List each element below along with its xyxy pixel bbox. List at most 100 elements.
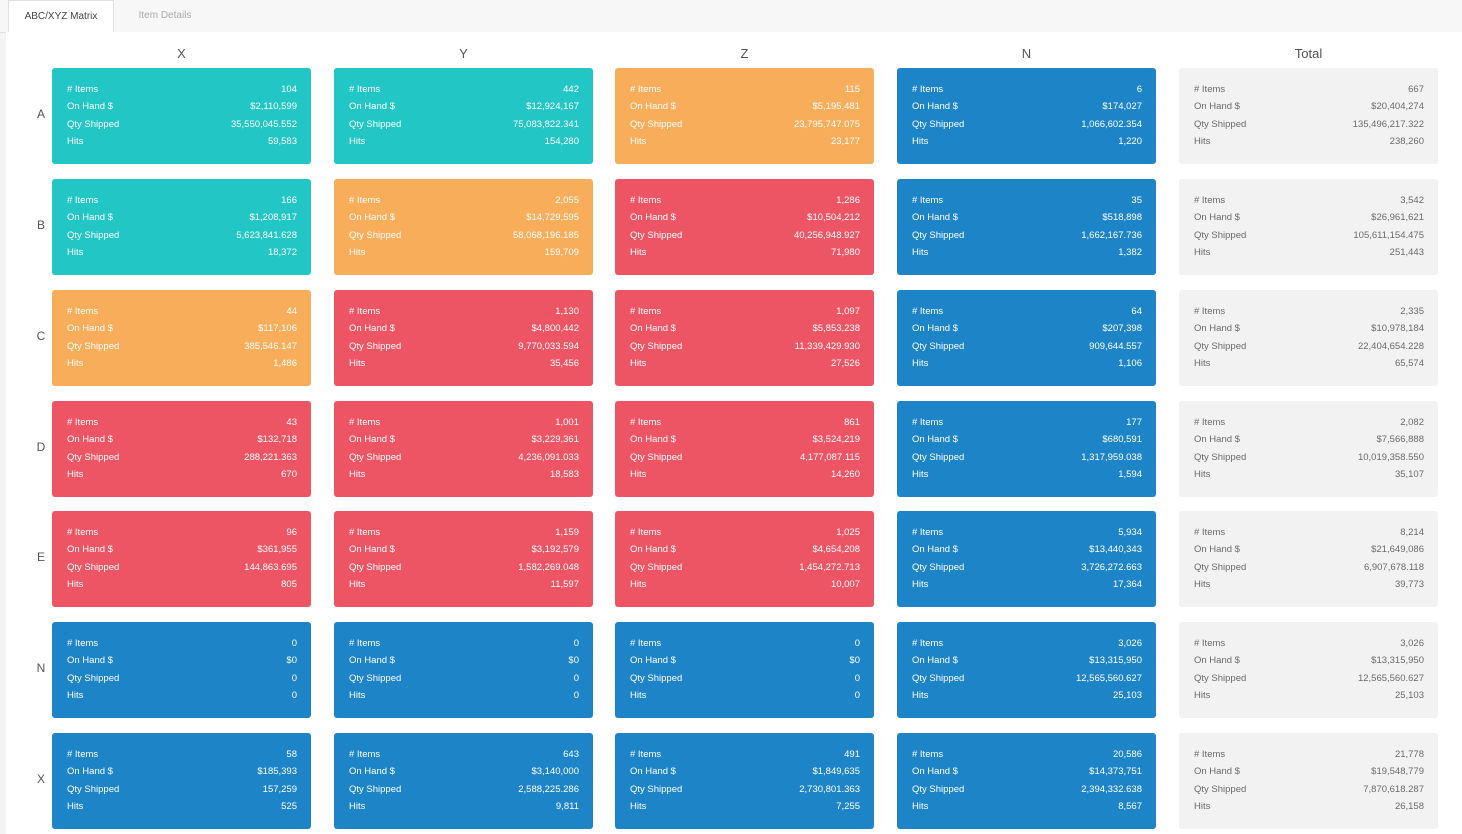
metric-value: 1,025 [836,527,860,538]
metric-row-items: # Items 0 [67,635,297,652]
tab-item-details[interactable]: Item Details [138,10,192,21]
metric-value: 8,214 [1400,527,1424,538]
matrix-cell-n-x[interactable]: # Items 0 On Hand $ $0 Qty Shipped 0 Hits 0 [52,622,311,718]
matrix-cell-d-z[interactable]: # Items 861 On Hand $ $3,524,219 Qty Shipped… [615,401,874,497]
matrix-cell-d-x[interactable]: # Items 43 On Hand $ $132,718 Qty Shipped 288… [52,401,311,497]
metric-row-on-hand: On Hand $ $7,566,888 [1194,431,1424,448]
matrix-cell-a-x[interactable]: # Items 104 On Hand $ $2,110,599 Qty Shipped… [52,68,311,164]
metric-row-hits: Hits 1,220 [912,133,1142,150]
matrix-cell-a-n[interactable]: # Items 6 On Hand $ $174,027 Qty Shipped 1,06… [897,68,1156,164]
metric-value: 43 [286,417,297,428]
metric-row-items: # Items 491 [630,746,860,763]
metric-value: 909,644.557 [1089,340,1142,352]
matrix-cell-x-z[interactable]: # Items 491 On Hand $ $1,849,635 Qty Shipped… [615,733,874,829]
metric-row-on-hand: On Hand $ $4,800,442 [349,320,579,337]
matrix-cell-a-total[interactable]: # Items 667 On Hand $ $20,404,274 Qty Shippe… [1179,68,1438,164]
metric-label: # Items [349,417,381,428]
metric-row-on-hand: On Hand $ $13,315,950 [1194,652,1424,669]
metric-label: On Hand $ [349,655,395,667]
matrix-cell-d-y[interactable]: # Items 1,001 On Hand $ $3,229,361 Qty Shipp… [334,401,593,497]
matrix-cell-e-y[interactable]: # Items 1,159 On Hand $ $3,192,579 Qty Shipp… [334,511,593,607]
matrix-cell-x-y[interactable]: # Items 643 On Hand $ $3,140,000 Qty Shipped… [334,733,593,829]
metric-value: 26,158 [1394,801,1424,813]
metric-value: 115 [844,84,860,95]
matrix-cell-b-total[interactable]: # Items 3,542 On Hand $ $26,961,621 Qty Ship… [1179,179,1438,275]
metric-row-on-hand: On Hand $ $5,853,238 [630,320,860,337]
metric-row-items: # Items 43 [67,414,297,431]
matrix-cell-b-x[interactable]: # Items 166 On Hand $ $1,208,917 Qty Shipped… [52,179,311,275]
matrix-cell-c-n[interactable]: # Items 64 On Hand $ $207,398 Qty Shipped 909… [897,290,1156,386]
metric-value: 442 [563,84,579,95]
matrix-cell-e-total[interactable]: # Items 8,214 On Hand $ $21,649,086 Qty Ship… [1179,511,1438,607]
matrix-cell-c-y[interactable]: # Items 1,130 On Hand $ $4,800,442 Qty Shipp… [334,290,593,386]
matrix-cell-a-z[interactable]: # Items 115 On Hand $ $5,195,481 Qty Shipped… [615,68,874,164]
metric-value: 3,026 [1118,638,1142,649]
matrix-cell-n-n[interactable]: # Items 3,026 On Hand $ $13,315,950 Qty Ship… [897,622,1156,718]
metric-row-hits: Hits 7,255 [630,798,860,815]
metric-label: Qty Shipped [630,118,683,130]
metric-label: Qty Shipped [912,783,965,795]
metric-label: Hits [349,801,366,813]
tab-bar: ABC/XYZ Matrix Item Details [0,0,1462,33]
metric-value: 166 [281,195,297,206]
metric-value: $3,140,000 [531,766,579,778]
metric-value: 1,220 [1118,136,1142,148]
tab-abc-xyz-matrix[interactable]: ABC/XYZ Matrix [8,0,114,33]
matrix-cell-b-n[interactable]: # Items 35 On Hand $ $518,898 Qty Shipped 1,6… [897,179,1156,275]
matrix-cell-a-y[interactable]: # Items 442 On Hand $ $12,924,167 Qty Shippe… [334,68,593,164]
matrix-cell-n-y[interactable]: # Items 0 On Hand $ $0 Qty Shipped 0 Hits 0 [334,622,593,718]
metric-value: 1,662,167.736 [1081,229,1142,241]
metric-label: # Items [67,306,99,317]
matrix-cell-d-n[interactable]: # Items 177 On Hand $ $680,591 Qty Shipped 1,… [897,401,1156,497]
metric-value: 8,567 [1118,801,1142,813]
metric-value: 6,907,678.118 [1363,561,1424,573]
metric-row-hits: Hits 35,456 [349,355,579,372]
metric-label: Hits [1194,801,1211,813]
matrix-cell-b-z[interactable]: # Items 1,286 On Hand $ $10,504,212 Qty Ship… [615,179,874,275]
metric-row-on-hand: On Hand $ $12,924,167 [349,98,579,115]
metric-label: On Hand $ [912,434,958,446]
metric-label: Hits [349,358,366,370]
metric-label: # Items [630,417,662,428]
metric-row-hits: Hits 238,260 [1194,133,1424,150]
metric-row-hits: Hits 25,103 [912,687,1142,704]
metric-label: Qty Shipped [1194,340,1247,352]
metric-value: $14,373,751 [1089,766,1142,778]
metric-row-items: # Items 1,025 [630,524,860,541]
metric-label: Hits [912,801,929,813]
metric-label: Hits [349,690,366,702]
metric-label: Qty Shipped [912,340,965,352]
metric-value: 11,597 [550,579,579,591]
metric-row-items: # Items 177 [912,414,1142,431]
matrix-cell-e-x[interactable]: # Items 96 On Hand $ $361,955 Qty Shipped 144… [52,511,311,607]
metric-value: 17,364 [1112,579,1142,591]
matrix-cell-x-x[interactable]: # Items 58 On Hand $ $185,393 Qty Shipped 157… [52,733,311,829]
metric-value: 23,795,747.075 [793,118,860,130]
metric-value: 5,934 [1118,527,1142,538]
metric-label: Qty Shipped [1194,561,1247,573]
metric-label: Qty Shipped [912,672,965,684]
metric-label: Qty Shipped [1194,783,1247,795]
metric-label: Hits [1194,690,1211,702]
matrix-cell-c-z[interactable]: # Items 1,097 On Hand $ $5,853,238 Qty Shipp… [615,290,874,386]
matrix-cell-x-n[interactable]: # Items 20,586 On Hand $ $14,373,751 Qty Shi… [897,733,1156,829]
matrix-cell-e-z[interactable]: # Items 1,025 On Hand $ $4,654,208 Qty Shipp… [615,511,874,607]
metric-label: Hits [630,247,647,259]
matrix-cell-d-total[interactable]: # Items 2,082 On Hand $ $7,566,888 Qty Shipp… [1179,401,1438,497]
metric-label: # Items [67,195,99,206]
matrix-cell-c-x[interactable]: # Items 44 On Hand $ $117,106 Qty Shipped 385… [52,290,311,386]
metric-row-hits: Hits 71,980 [630,244,860,261]
matrix-cell-c-total[interactable]: # Items 2,335 On Hand $ $10,978,184 Qty Ship… [1179,290,1438,386]
matrix-cell-e-n[interactable]: # Items 5,934 On Hand $ $13,440,343 Qty Ship… [897,511,1156,607]
metric-value: 20,586 [1112,749,1142,760]
matrix-cell-x-total[interactable]: # Items 21,778 On Hand $ $19,548,779 Qty Shi… [1179,733,1438,829]
metric-row-on-hand: On Hand $ $21,649,086 [1194,541,1424,558]
matrix-cell-b-y[interactable]: # Items 2,055 On Hand $ $14,729,595 Qty Ship… [334,179,593,275]
metric-value: $13,315,950 [1371,655,1424,667]
matrix-cell-n-z[interactable]: # Items 0 On Hand $ $0 Qty Shipped 0 Hits 0 [615,622,874,718]
column-header-y: Y [459,46,468,61]
metric-label: # Items [630,527,662,538]
matrix-cell-n-total[interactable]: # Items 3,026 On Hand $ $13,315,950 Qty Ship… [1179,622,1438,718]
metric-label: Hits [912,579,929,591]
metric-row-hits: Hits 154,280 [349,133,579,150]
